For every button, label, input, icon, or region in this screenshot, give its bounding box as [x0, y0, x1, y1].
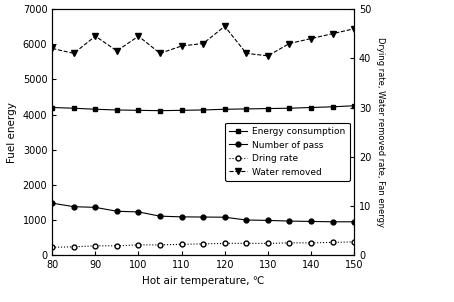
Dring rate — [179, 243, 184, 246]
Energy consumption — [114, 108, 120, 112]
Dring rate — [93, 244, 98, 248]
Number of pass — [93, 206, 98, 209]
Number of pass — [158, 214, 163, 218]
Water removed — [308, 37, 314, 40]
Line: Dring rate: Dring rate — [50, 239, 356, 250]
Dring rate — [158, 243, 163, 247]
Energy consumption — [201, 108, 206, 112]
Y-axis label: Drying rate, Water removed rate, Fan energy: Drying rate, Water removed rate, Fan ene… — [376, 37, 385, 227]
Number of pass — [265, 219, 271, 222]
Water removed — [330, 32, 336, 36]
Dring rate — [71, 245, 77, 249]
Number of pass — [222, 215, 227, 219]
Water removed — [222, 24, 227, 28]
Water removed — [136, 34, 141, 38]
Energy consumption — [93, 108, 98, 111]
Dring rate — [287, 241, 292, 245]
Dring rate — [244, 242, 249, 245]
Energy consumption — [222, 108, 227, 111]
Energy consumption — [49, 106, 55, 109]
Energy consumption — [330, 105, 336, 109]
Number of pass — [201, 215, 206, 219]
Energy consumption — [351, 104, 357, 108]
Water removed — [114, 49, 120, 53]
Energy consumption — [244, 107, 249, 111]
Number of pass — [71, 205, 77, 208]
Dring rate — [49, 246, 55, 249]
X-axis label: Hot air temperature, ℃: Hot air temperature, ℃ — [142, 276, 264, 286]
Water removed — [351, 27, 357, 31]
Dring rate — [114, 244, 120, 248]
Energy consumption — [287, 106, 292, 110]
Number of pass — [179, 215, 184, 219]
Dring rate — [308, 241, 314, 245]
Dring rate — [136, 243, 141, 247]
Water removed — [49, 47, 55, 50]
Dring rate — [265, 242, 271, 245]
Line: Water removed: Water removed — [49, 23, 357, 59]
Y-axis label: Fuel energy: Fuel energy — [7, 102, 17, 162]
Line: Energy consumption: Energy consumption — [50, 103, 356, 113]
Line: Number of pass: Number of pass — [50, 201, 356, 224]
Number of pass — [330, 220, 336, 223]
Water removed — [287, 42, 292, 45]
Number of pass — [49, 201, 55, 205]
Energy consumption — [308, 106, 314, 109]
Energy consumption — [158, 109, 163, 112]
Energy consumption — [179, 108, 184, 112]
Number of pass — [136, 210, 141, 214]
Water removed — [71, 52, 77, 55]
Dring rate — [330, 241, 336, 244]
Dring rate — [201, 242, 206, 246]
Number of pass — [244, 218, 249, 222]
Water removed — [201, 42, 206, 45]
Water removed — [265, 54, 271, 58]
Energy consumption — [71, 106, 77, 110]
Water removed — [244, 52, 249, 55]
Number of pass — [351, 220, 357, 223]
Dring rate — [222, 242, 227, 245]
Number of pass — [308, 220, 314, 223]
Energy consumption — [136, 108, 141, 112]
Number of pass — [114, 209, 120, 213]
Dring rate — [351, 240, 357, 244]
Energy consumption — [265, 107, 271, 110]
Water removed — [158, 52, 163, 55]
Legend: Energy consumption, Number of pass, Dring rate, Water removed: Energy consumption, Number of pass, Drin… — [225, 123, 350, 181]
Number of pass — [287, 219, 292, 223]
Water removed — [179, 44, 184, 48]
Water removed — [93, 34, 98, 38]
